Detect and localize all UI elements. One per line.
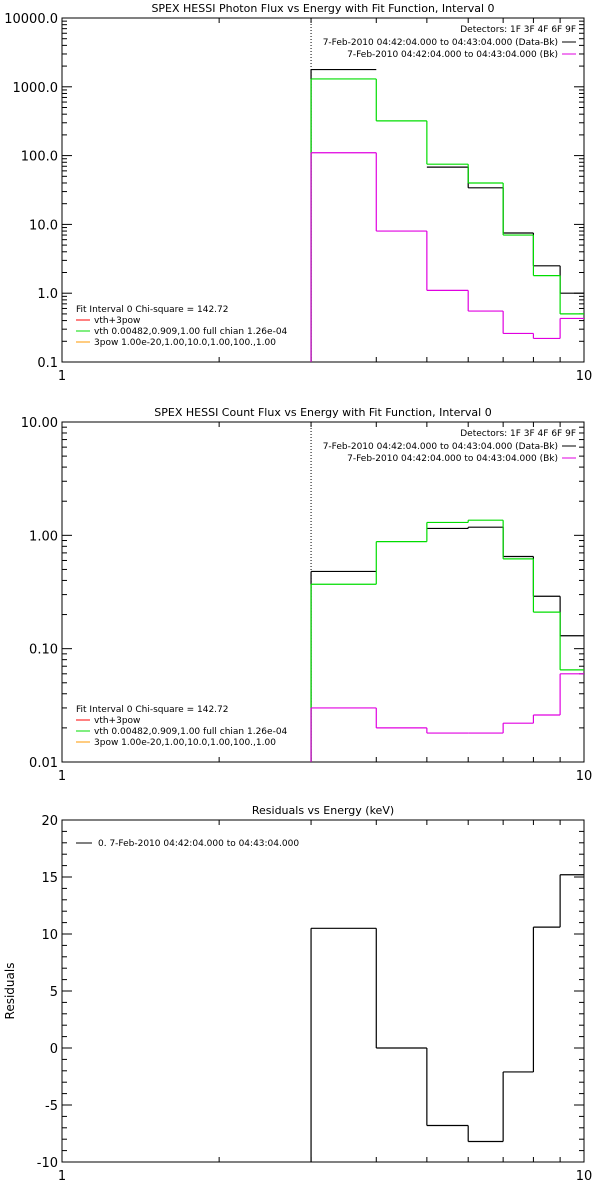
y-tick-label: 1000.0 (13, 81, 59, 96)
legend-entry: 7-Feb-2010 04:42:04.000 to 04:43:04.000 … (347, 50, 558, 60)
y-axis: 0.1 1.0 10.0 100.0 1000.0 10000.0 (4, 12, 584, 371)
fit-legend-entry: vth+3pow (94, 716, 140, 726)
legend-entry: 7-Feb-2010 04:42:04.000 to 04:43:04.000 … (347, 454, 558, 464)
chart-panel-2: SPEX HESSI Count Flux vs Energy with Fit… (21, 406, 592, 784)
x-tick-label: 10 (576, 369, 593, 384)
y-tick-label: -5 (45, 1099, 58, 1114)
y-tick-label: 0.10 (29, 643, 58, 658)
y-axis-label: Residuals (3, 963, 17, 1020)
fit-legend-entry: 3pow 1.00e-20,1.00,10.0,1.00,100.,1.00 (94, 738, 276, 748)
plot-frame (61, 819, 585, 1163)
y-axis: -10 -5 0 5 10 15 20 (37, 814, 584, 1171)
plot-frame (61, 17, 585, 363)
x-tick-label: 1 (58, 1169, 66, 1184)
y-tick-label: 15 (41, 871, 58, 886)
fit-legend: Fit Interval 0 Chi-square = 142.72vth+3p… (76, 305, 288, 348)
fit-legend-header: Fit Interval 0 Chi-square = 142.72 (76, 705, 228, 715)
legend-header: Detectors: 1F 3F 4F 6F 9F (460, 25, 576, 35)
y-tick-label: 10.0 (29, 218, 58, 233)
fit-legend-entry: vth 0.00482,0.909,1.00 full chian 1.26e-… (94, 727, 288, 737)
x-tick-label: 10 (576, 1169, 593, 1184)
series-background (310, 152, 584, 362)
y-tick-label: 20 (41, 814, 58, 829)
series-data (310, 526, 584, 762)
series-background (310, 673, 584, 762)
y-axis: 0.01 0.10 1.00 10.00 (21, 416, 584, 771)
fit-legend-entry: 3pow 1.00e-20,1.00,10.0,1.00,100.,1.00 (94, 338, 276, 348)
legend-entry: 7-Feb-2010 04:42:04.000 to 04:43:04.000 … (323, 442, 558, 452)
legend-entry: 7-Feb-2010 04:42:04.000 to 04:43:04.000 … (323, 38, 558, 48)
chart-panel-1: SPEX HESSI Photon Flux vs Energy with Fi… (4, 2, 592, 384)
y-tick-label: 10000.0 (4, 12, 58, 27)
x-axis: 1 10 (58, 820, 592, 1184)
series-data (310, 68, 584, 362)
legend: 0. 7-Feb-2010 04:42:04.000 to 04:43:04.0… (76, 839, 299, 849)
series-fit_vth (310, 519, 584, 762)
legend-entry: 0. 7-Feb-2010 04:42:04.000 to 04:43:04.0… (98, 839, 299, 849)
series-data (310, 874, 584, 1162)
y-tick-label: 10.00 (21, 416, 58, 431)
y-tick-label: 1.00 (29, 529, 58, 544)
chart-title: Residuals vs Energy (keV) (252, 804, 394, 817)
chart-title: SPEX HESSI Photon Flux vs Energy with Fi… (151, 2, 494, 15)
y-tick-label: 5 (50, 985, 58, 1000)
x-tick-label: 1 (58, 369, 66, 384)
y-tick-label: 0.01 (29, 756, 58, 771)
x-axis: 1 10 (58, 422, 592, 784)
y-tick-label: 100.0 (21, 150, 58, 165)
y-tick-label: 10 (41, 928, 58, 943)
plot-frame (61, 421, 585, 763)
legend: Detectors: 1F 3F 4F 6F 9F 7-Feb-2010 04:4… (323, 25, 576, 60)
legend-header: Detectors: 1F 3F 4F 6F 9F (460, 429, 576, 439)
chart-title: SPEX HESSI Count Flux vs Energy with Fit… (154, 406, 491, 419)
y-tick-label: 0.1 (37, 356, 58, 371)
x-tick-label: 1 (58, 769, 66, 784)
series-fit_vth (310, 78, 584, 362)
fit-legend: Fit Interval 0 Chi-square = 142.72vth+3p… (76, 705, 288, 748)
fit-legend-entry: vth 0.00482,0.909,1.00 full chian 1.26e-… (94, 327, 288, 337)
y-tick-label: -10 (37, 1156, 58, 1171)
fit-legend-header: Fit Interval 0 Chi-square = 142.72 (76, 305, 228, 315)
legend: Detectors: 1F 3F 4F 6F 9F 7-Feb-2010 04:4… (323, 429, 576, 464)
y-tick-label: 1.0 (37, 287, 58, 302)
x-tick-label: 10 (576, 769, 593, 784)
x-axis: 1 10 (58, 18, 592, 384)
fit-legend-entry: vth+3pow (94, 316, 140, 326)
y-tick-label: 0 (50, 1042, 58, 1057)
